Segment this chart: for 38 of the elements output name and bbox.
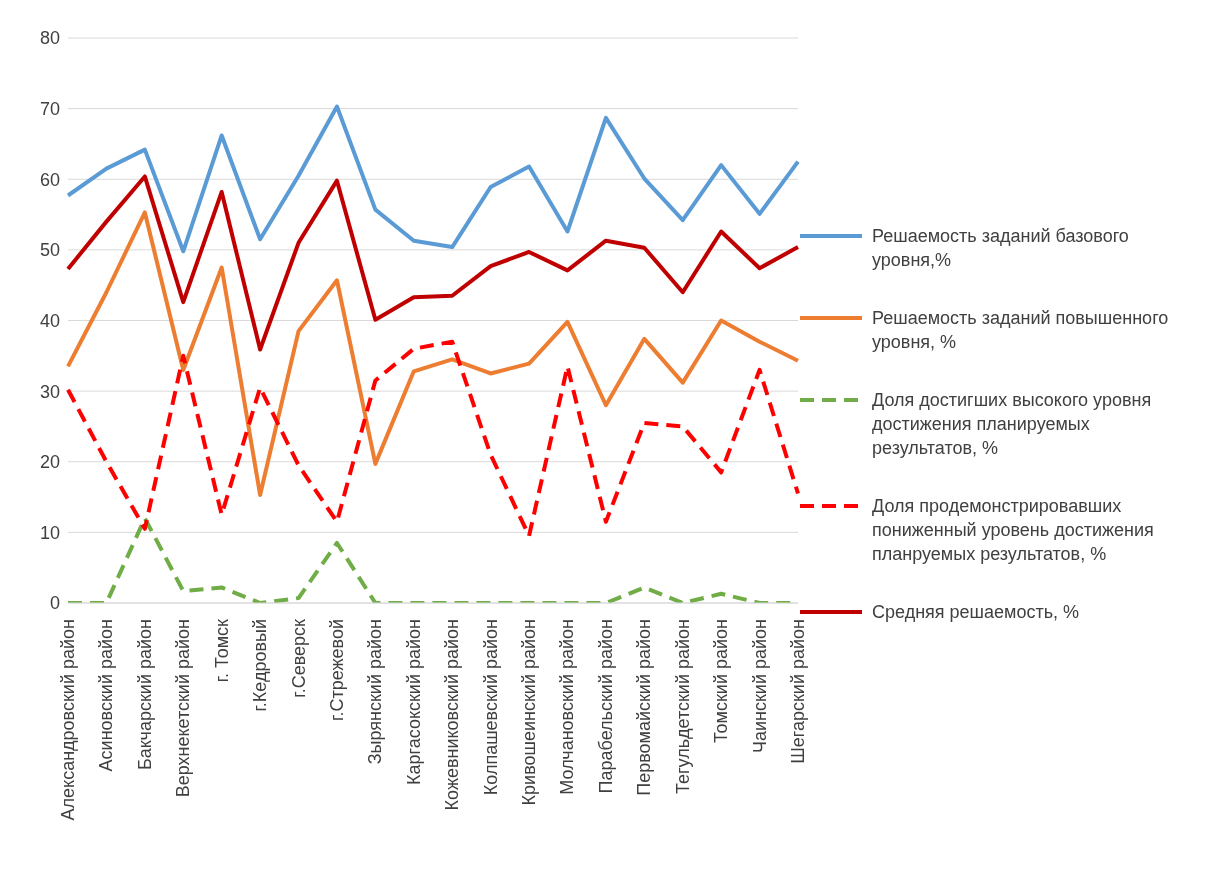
- y-tick-label: 80: [39, 28, 60, 49]
- x-tick-label: Асиновский район: [96, 619, 117, 772]
- y-tick-label: 40: [39, 310, 60, 331]
- x-tick-label: Верхнекетский район: [173, 619, 194, 798]
- legend-label: Доля продемонстрировавших пониженный уровень достижения планруемых результатов, %: [872, 494, 1155, 566]
- x-tick-label: Александровский район: [58, 619, 78, 821]
- y-tick-label: 0: [49, 593, 60, 614]
- y-tick-label: 60: [39, 169, 60, 190]
- x-tick-label: Молчановский район: [557, 619, 578, 795]
- x-tick-label: Колпашевский район: [480, 619, 501, 796]
- line-series: [66, 104, 800, 254]
- y-tick-label: 20: [39, 452, 60, 473]
- x-tick-label: Бакчарский район: [134, 619, 155, 771]
- x-tick-label: Тегульдетский район: [672, 619, 693, 795]
- line-series: [66, 210, 800, 497]
- x-tick-label: Кривошеинский район: [519, 619, 540, 806]
- x-tick-label: г.Северск: [288, 618, 309, 698]
- x-tick-label: г. Томск: [211, 618, 232, 683]
- x-tick-label: Кожевниковский район: [442, 619, 463, 811]
- y-tick-label: 50: [39, 240, 60, 261]
- x-tick-label: Парабельский район: [595, 619, 616, 794]
- legend-label: Решаемость заданий повышенного уровня, %: [872, 306, 1170, 354]
- legend-label: Доля достигших высокого уровня достижения планируемых результатов, %: [872, 388, 1153, 460]
- y-tick-label: 10: [39, 522, 60, 543]
- legend-label: Средняя решаемость, %: [872, 600, 1081, 624]
- x-tick-label: Каргасокский район: [403, 619, 424, 785]
- line-series: [66, 174, 800, 352]
- legend-label: Решаемость заданий базового уровня,%: [872, 224, 1130, 272]
- x-tick-label: Томский район: [711, 619, 732, 743]
- x-tick-label: Зырянский район: [365, 619, 386, 765]
- y-tick-label: 30: [39, 381, 60, 402]
- x-tick-label: г.Кедровый: [250, 619, 271, 712]
- x-tick-label: Чаинский район: [749, 619, 770, 754]
- x-tick-label: Первомайский район: [634, 619, 655, 796]
- y-tick-label: 70: [39, 99, 60, 120]
- x-tick-label: г.Стрежевой: [326, 619, 347, 721]
- line-series: [66, 339, 800, 538]
- x-tick-label: Шегарский район: [788, 619, 808, 764]
